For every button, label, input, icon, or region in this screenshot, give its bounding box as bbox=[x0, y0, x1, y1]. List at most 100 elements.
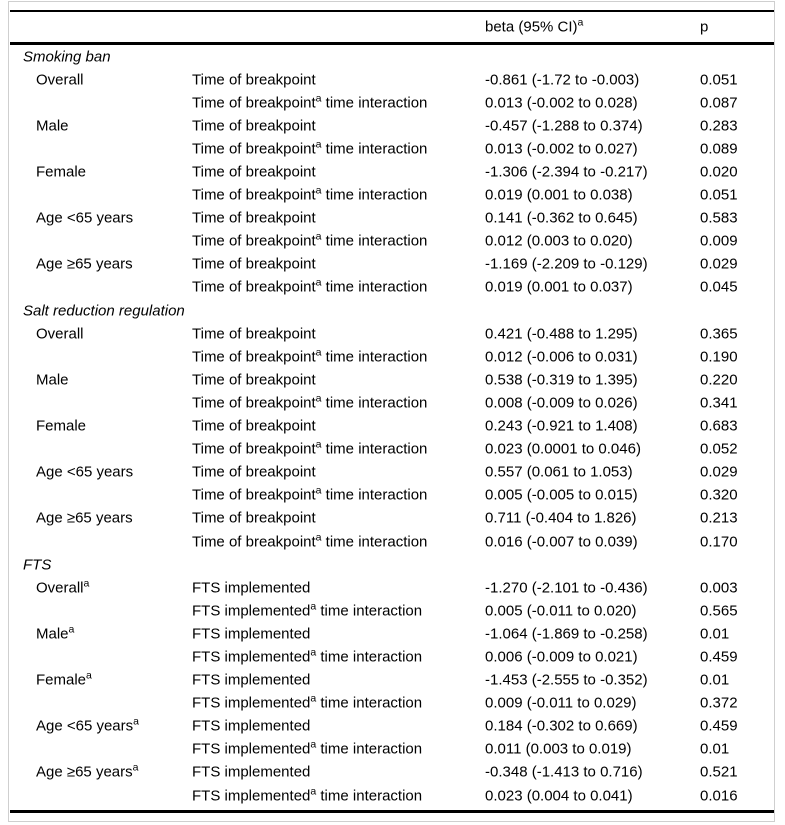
table-row: Time of breakpointa time interaction 0.02… bbox=[0, 438, 785, 461]
variable-label: Time of breakpointa time interaction bbox=[192, 346, 428, 366]
col-header-p: p bbox=[700, 18, 709, 36]
variable-label: Time of breakpointa time interaction bbox=[192, 92, 428, 112]
beta-value: 0.184 (-0.302 to 0.669) bbox=[485, 717, 638, 735]
section-header-row: FTS bbox=[0, 553, 785, 576]
beta-value: 0.538 (-0.319 to 1.395) bbox=[485, 371, 638, 389]
table-row: FTS implementeda time interaction 0.011 (… bbox=[0, 738, 785, 761]
beta-value: 0.023 (0.0001 to 0.046) bbox=[485, 440, 641, 458]
beta-value: 0.005 (-0.005 to 0.015) bbox=[485, 486, 638, 504]
p-value: 0.341 bbox=[700, 394, 738, 412]
table-row: Age <65 years Time of breakpoint 0.557 (0.… bbox=[0, 461, 785, 484]
group-label: Malea bbox=[36, 623, 75, 643]
variable-label: FTS implementeda time interaction bbox=[192, 646, 423, 666]
variable-label: FTS implementeda time interaction bbox=[192, 600, 423, 620]
group-label: Female bbox=[36, 417, 87, 435]
table-row: Time of breakpointa time interaction 0.00… bbox=[0, 391, 785, 414]
p-value: 0.213 bbox=[700, 509, 738, 527]
table-row: Age <65 yearsa FTS implemented 0.184 (-0.3… bbox=[0, 715, 785, 738]
variable-label: FTS implementeda time interaction bbox=[192, 785, 423, 805]
beta-value: 0.005 (-0.011 to 0.020) bbox=[485, 602, 637, 620]
beta-value: 0.557 (0.061 to 1.053) bbox=[485, 463, 633, 481]
beta-value: 0.008 (-0.009 to 0.026) bbox=[485, 394, 638, 412]
beta-value: 0.013 (-0.002 to 0.027) bbox=[485, 140, 638, 158]
p-value: 0.220 bbox=[700, 371, 738, 389]
beta-value: -1.306 (-2.394 to -0.217) bbox=[485, 163, 648, 181]
p-value: 0.190 bbox=[700, 348, 738, 366]
group-label: Overalla bbox=[36, 577, 90, 597]
table-row: Femalea FTS implemented -1.453 (-2.555 to … bbox=[0, 669, 785, 692]
variable-label: Time of breakpointa time interaction bbox=[192, 531, 428, 551]
variable-label: Time of breakpointa time interaction bbox=[192, 138, 428, 158]
p-value: 0.283 bbox=[700, 117, 738, 135]
p-value: 0.020 bbox=[700, 163, 738, 181]
table-row: Time of breakpointa time interaction 0.01… bbox=[0, 184, 785, 207]
table-row: Overalla FTS implemented -1.270 (-2.101 to… bbox=[0, 576, 785, 599]
p-value: 0.052 bbox=[700, 440, 738, 458]
p-value: 0.459 bbox=[700, 717, 738, 735]
group-label: Male bbox=[36, 117, 69, 135]
beta-value: 0.013 (-0.002 to 0.028) bbox=[485, 94, 638, 112]
p-value: 0.372 bbox=[700, 694, 738, 712]
variable-label: Time of breakpoint bbox=[192, 463, 316, 481]
group-label: Age <65 years bbox=[36, 463, 134, 481]
table-row: FTS implementeda time interaction 0.005 (… bbox=[0, 599, 785, 622]
group-label: Age ≥65 years bbox=[36, 509, 133, 527]
variable-label: Time of breakpointa time interaction bbox=[192, 184, 428, 204]
beta-value: -1.064 (-1.869 to -0.258) bbox=[485, 625, 648, 643]
table-row: Male Time of breakpoint 0.538 (-0.319 to 1… bbox=[0, 368, 785, 391]
table-row: Time of breakpointa time interaction 0.01… bbox=[0, 230, 785, 253]
p-value: 0.087 bbox=[700, 94, 738, 112]
p-value: 0.365 bbox=[700, 325, 738, 343]
table-row: Female Time of breakpoint -1.306 (-2.394 t… bbox=[0, 160, 785, 183]
section-title: Salt reduction regulation bbox=[23, 302, 185, 320]
group-label: Age <65 years bbox=[36, 209, 134, 227]
variable-label: Time of breakpointa time interaction bbox=[192, 484, 428, 504]
table-row: Time of breakpointa time interaction 0.00… bbox=[0, 484, 785, 507]
p-value: 0.01 bbox=[700, 671, 730, 689]
variable-label: Time of breakpointa time interaction bbox=[192, 230, 428, 250]
beta-value: -1.169 (-2.209 to -0.129) bbox=[485, 255, 648, 273]
section-header-row: Smoking ban bbox=[0, 45, 785, 68]
variable-label: FTS implemented bbox=[192, 717, 311, 735]
group-label: Age <65 yearsa bbox=[36, 715, 139, 735]
table-row: FTS implementeda time interaction 0.023 (… bbox=[0, 784, 785, 807]
p-value: 0.320 bbox=[700, 486, 738, 504]
table-row: Age <65 years Time of breakpoint 0.141 (-0… bbox=[0, 207, 785, 230]
table-row: Time of breakpointa time interaction 0.01… bbox=[0, 345, 785, 368]
variable-label: Time of breakpoint bbox=[192, 417, 316, 435]
variable-label: FTS implemented bbox=[192, 625, 311, 643]
p-value: 0.009 bbox=[700, 232, 738, 250]
table-header-row: beta (95% CI)a p bbox=[0, 12, 785, 42]
beta-value: 0.012 (0.003 to 0.020) bbox=[485, 232, 633, 250]
p-value: 0.051 bbox=[700, 186, 738, 204]
variable-label: Time of breakpoint bbox=[192, 509, 316, 527]
beta-value: -0.348 (-1.413 to 0.716) bbox=[485, 763, 643, 781]
group-label: Overall bbox=[36, 325, 84, 343]
table-header-rule bbox=[10, 42, 774, 45]
group-label: Male bbox=[36, 371, 69, 389]
beta-value: 0.023 (0.004 to 0.041) bbox=[485, 787, 633, 805]
beta-value: -1.270 (-2.101 to -0.436) bbox=[485, 579, 648, 597]
section-title: Smoking ban bbox=[23, 48, 111, 66]
table-row: Age ≥65 years Time of breakpoint 0.711 (-0… bbox=[0, 507, 785, 530]
variable-label: FTS implemented bbox=[192, 671, 311, 689]
beta-value: 0.016 (-0.007 to 0.039) bbox=[485, 533, 638, 551]
p-value: 0.045 bbox=[700, 278, 738, 296]
variable-label: Time of breakpointa time interaction bbox=[192, 392, 428, 412]
beta-value: 0.011 (0.003 to 0.019) bbox=[485, 740, 632, 758]
table-row: FTS implementeda time interaction 0.006 (… bbox=[0, 645, 785, 668]
variable-label: Time of breakpoint bbox=[192, 209, 316, 227]
beta-value: 0.243 (-0.921 to 1.408) bbox=[485, 417, 638, 435]
variable-label: FTS implemented bbox=[192, 763, 311, 781]
p-value: 0.003 bbox=[700, 579, 738, 597]
variable-label: Time of breakpointa time interaction bbox=[192, 438, 428, 458]
table-row: Overall Time of breakpoint -0.861 (-1.72 t… bbox=[0, 68, 785, 91]
group-label: Female bbox=[36, 163, 87, 181]
table-top-rule bbox=[10, 10, 774, 12]
beta-value: 0.421 (-0.488 to 1.295) bbox=[485, 325, 638, 343]
variable-label: Time of breakpoint bbox=[192, 71, 316, 89]
table-row: Age ≥65 yearsa FTS implemented -0.348 (-1.… bbox=[0, 761, 785, 784]
p-value: 0.521 bbox=[700, 763, 738, 781]
table-bottom-rule bbox=[10, 810, 774, 813]
